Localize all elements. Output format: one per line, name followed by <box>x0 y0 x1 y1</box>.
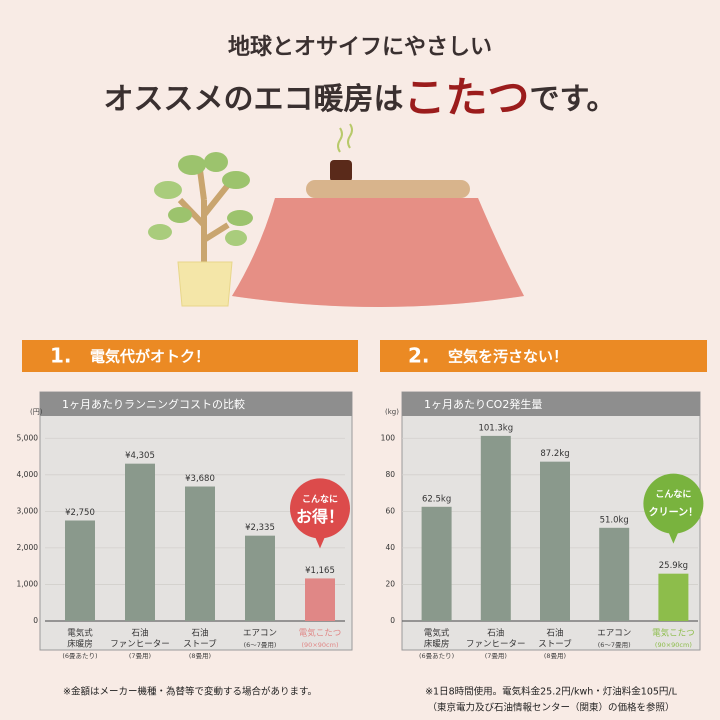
section-number: 1. <box>50 344 72 368</box>
callout-text: クリーン！ <box>649 507 699 519</box>
y-tick-label: 0 <box>33 616 38 625</box>
x-tick-label: ファンヒーター <box>466 640 526 650</box>
value-label: 101.3kg <box>478 423 513 433</box>
bar <box>245 535 275 621</box>
y-tick-label: 100 <box>381 433 396 442</box>
section-banner <box>22 340 358 372</box>
x-tick-label: エアコン <box>597 629 631 639</box>
footnote: ※1日8時間使用。電気料金25.2円/kwh・灯油料金105円/L <box>425 686 678 698</box>
y-tick-label: 1,000 <box>17 579 39 588</box>
footnote: （東京電力及び石油情報センター（関東）の価格を参照） <box>427 702 674 714</box>
x-tick-label: 石油 <box>487 628 504 639</box>
x-tick-label: 石油 <box>546 628 563 639</box>
value-label: ¥2,335 <box>245 523 275 533</box>
category-note: (7畳用) <box>129 652 151 660</box>
callout-text: こんなに <box>302 494 338 505</box>
chart-title: 1ヶ月あたりCO2発生量 <box>424 397 542 411</box>
section-banner <box>380 340 707 372</box>
value-label: ¥3,680 <box>185 474 215 484</box>
x-tick-label: 床暖房 <box>67 639 93 650</box>
x-tick-label: 電気式 <box>424 628 450 639</box>
category-note: (90×90cm) <box>302 641 339 649</box>
callout-text: こんなに <box>655 489 691 500</box>
bar <box>658 573 689 621</box>
category-note: (6～7畳用) <box>598 641 631 649</box>
x-tick-label: 石油 <box>131 628 148 639</box>
bar <box>599 527 630 621</box>
section-title: 電気代がオトク！ <box>90 348 210 366</box>
x-tick-label: エアコン <box>243 629 277 639</box>
x-tick-label: 石油 <box>191 628 208 639</box>
bar <box>185 486 215 621</box>
bar <box>480 435 511 621</box>
bar <box>421 506 452 621</box>
x-tick-label: 床暖房 <box>424 639 450 650</box>
y-unit: (円) <box>30 408 43 416</box>
category-note: (8畳用) <box>189 652 211 660</box>
value-label: ¥2,750 <box>65 508 95 518</box>
y-tick-label: 2,000 <box>17 543 39 552</box>
headline: 地球とオサイフにやさしい <box>228 35 492 60</box>
headline-part: です。 <box>530 82 617 117</box>
chart-title-bar <box>40 392 352 416</box>
y-tick-label: 80 <box>385 470 395 479</box>
value-label: 62.5kg <box>422 494 451 504</box>
value-label: 87.2kg <box>540 449 569 459</box>
callout <box>290 478 350 539</box>
category-note: (6～7畳用) <box>244 641 277 649</box>
x-tick-label: 電気式 <box>67 628 93 639</box>
y-tick-label: 4,000 <box>17 470 39 479</box>
chart-title-bar <box>402 392 700 416</box>
category-note: (90×90cm) <box>655 641 692 649</box>
headline-2: オススメのエコ暖房はこたつです。 <box>103 73 616 122</box>
y-tick-label: 20 <box>385 579 395 588</box>
y-tick-label: 0 <box>390 616 395 625</box>
footnote: ※金額はメーカー機種・為替等で変動する場合があります。 <box>63 686 317 698</box>
plant-illustration <box>148 152 253 307</box>
bar <box>305 578 335 621</box>
x-tick-label: 電気こたつ <box>652 628 695 639</box>
x-tick-label: ストーブ <box>183 639 217 650</box>
value-label: ¥4,305 <box>125 451 155 461</box>
x-tick-label: ファンヒーター <box>110 640 170 650</box>
x-tick-label: 電気こたつ <box>299 628 342 639</box>
y-tick-label: 3,000 <box>17 506 39 515</box>
category-note: (6畳あたり) <box>419 652 454 660</box>
value-label: 25.9kg <box>659 561 688 571</box>
bar <box>540 461 570 621</box>
section-number: 2. <box>408 344 430 368</box>
y-unit: (kg) <box>385 408 399 416</box>
y-tick-label: 60 <box>385 506 395 515</box>
headline-highlight: こたつ <box>403 73 529 122</box>
category-note: (7畳用) <box>485 652 507 660</box>
bar <box>65 520 95 621</box>
bar <box>125 463 155 621</box>
value-label: 51.0kg <box>600 515 629 525</box>
value-label: ¥1,165 <box>305 566 335 576</box>
headline-part: オススメのエコ暖房は <box>103 82 403 117</box>
kotatsu-illustration <box>232 123 524 307</box>
x-tick-label: ストーブ <box>538 639 572 650</box>
chart-title: 1ヶ月あたりランニングコストの比較 <box>62 397 245 411</box>
y-tick-label: 5,000 <box>17 433 39 442</box>
callout <box>643 473 704 534</box>
section-title: 空気を汚さない！ <box>448 348 568 366</box>
y-tick-label: 40 <box>385 543 395 552</box>
category-note: (6畳あたり) <box>62 652 97 660</box>
category-note: (8畳用) <box>544 652 566 660</box>
callout-text: お得！ <box>296 507 344 526</box>
